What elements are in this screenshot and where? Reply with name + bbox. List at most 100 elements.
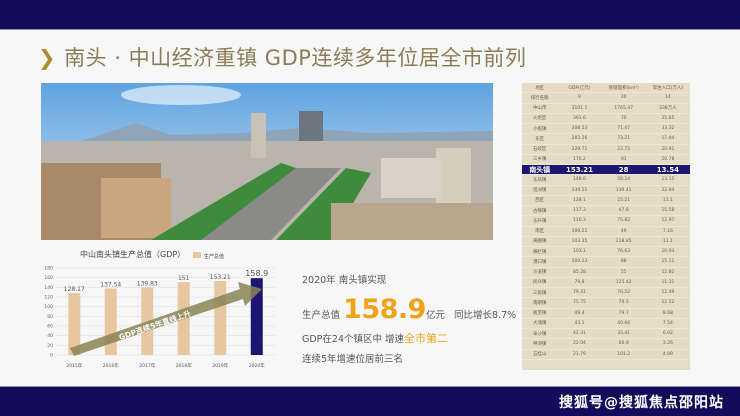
table-cell: 8.68 [662, 310, 673, 316]
table-cell: 128.1 [573, 197, 586, 203]
bottom-banner [0, 386, 740, 416]
table-cell: 75.75 [573, 300, 586, 306]
table-cell: 103.35 [571, 238, 588, 244]
gdp-bar-chart: 中山南头镇生产总值（GDP） 生产总值 0 20 40 60 80 100 120 140 160 1… [44, 249, 275, 369]
table-cell: 153.21 [565, 165, 593, 174]
table-cell: 100.23 [571, 259, 588, 265]
table-cell: 3.26 [662, 341, 673, 347]
top-banner [0, 0, 740, 30]
table-row: 神湾镇 22.04 60.9 3.26 [522, 339, 690, 350]
table-cell: 125.42 [615, 279, 632, 285]
table-cell: 常住人口(万人) [652, 85, 684, 91]
bar-value-label: 128.17 [64, 286, 85, 293]
y-tick-label: 180 [44, 266, 53, 272]
bar-value-label: 151 [178, 275, 190, 282]
table-cell: 17.44 [661, 136, 675, 142]
table-cell: 阜沙镇 [532, 331, 547, 337]
table-row: 港口镇 100.23 88 15.11 [522, 257, 690, 268]
table-cell: 20.78 [661, 156, 675, 162]
table-cell: 109.22 [571, 228, 588, 234]
table-cell: 11.31 [661, 279, 675, 285]
y-tick-label: 140 [44, 285, 53, 291]
table-cell: 10.93 [661, 249, 675, 255]
table-row: 南朗镇 75.75 70.5 12.52 [522, 298, 690, 309]
table-cell: 1765.47 [614, 105, 633, 111]
table-cell: 11.1 [662, 197, 673, 203]
table-cell: GDP(亿元) [568, 85, 591, 91]
table-cell: 南朗镇 [532, 300, 547, 306]
table-cell: 三乡镇 [532, 157, 547, 163]
table-cell: 沙溪镇 [532, 270, 547, 276]
bar-value-label: 137.54 [100, 282, 121, 289]
table-cell: 西区 [535, 198, 545, 204]
table-row: 东升镇 116.3 75.82 12.97 [522, 216, 690, 227]
y-tick-label: 40 [47, 333, 53, 339]
rank-prefix: GDP在24个镇区中 增速 [302, 334, 405, 345]
gdp-value: 158.9 [343, 294, 426, 325]
stats-year: 2020年 南头镇实现 [302, 275, 387, 286]
table-cell: 43.1 [574, 320, 585, 326]
table-cell: 116.3 [573, 218, 586, 224]
table-cell: 中山市 [532, 106, 547, 112]
table-cell: 横栏镇 [532, 249, 547, 255]
table-cell: 石岐区 [532, 147, 547, 153]
y-tick-label: 60 [47, 324, 53, 330]
table-row: 阜沙镇 42.31 35.41 6.02 [522, 329, 690, 340]
table-cell: 42.31 [573, 331, 586, 337]
table-cell: 40.66 [617, 320, 631, 326]
table-cell: 大涌镇 [532, 321, 547, 327]
table-cell: 15.11 [661, 259, 675, 265]
table-cell: 229.71 [571, 146, 588, 152]
table-row: 东区 283.26 73.21 17.44 [522, 134, 690, 145]
table-cell: 70.5 [618, 300, 629, 306]
table-cell: 3101.1 [571, 105, 588, 111]
y-tick-label: 160 [44, 275, 53, 281]
gdp-prefix: 生产总值 [302, 310, 341, 321]
table-cell: 排行名额 [530, 95, 549, 101]
table-cell: 12.97 [661, 218, 675, 224]
table-cell: 60.9 [618, 341, 629, 347]
table-cell: 70.52 [617, 290, 631, 296]
page-title: ❯ 南头 · 中山经济重镇 GDP连续多年位居全市前列 [38, 42, 526, 72]
table-cell: 13.54 [656, 165, 679, 174]
table-cell: 101.2 [617, 351, 631, 357]
table-cell: 28 [618, 165, 629, 174]
table-cell: 70 [620, 115, 627, 121]
city-photo [41, 83, 493, 240]
table-row: 小榄镇 308.53 71.47 33.32 [522, 124, 690, 135]
x-tick-label: 2015年 [66, 362, 82, 369]
table-cell: 坦洲镇 [532, 188, 547, 194]
stats-panel: 2020年 南头镇实现 生产总值 158.9亿元 同比增长8.7% GDP在24… [302, 272, 516, 370]
table-cell: 20.91 [661, 146, 675, 152]
gdp-growth: 同比增长8.7% [454, 310, 517, 321]
table-cell: 49.4 [574, 310, 585, 316]
table-row: 中山市 3101.1 1765.47 338万人 [522, 104, 690, 114]
table-cell: 139.51 [571, 187, 588, 193]
table-cell: 218.85 [615, 238, 632, 244]
table-cell: 小榄镇 [532, 126, 547, 132]
y-tick-label: 100 [44, 304, 53, 310]
table-cell: 93 [620, 156, 627, 162]
table-cell: 79.8 [574, 279, 585, 285]
y-tick-label: 120 [44, 295, 53, 301]
table-cell: 33.32 [661, 126, 675, 132]
table-cell: 神湾镇 [532, 341, 547, 347]
table-cell: 12.82 [661, 269, 675, 275]
table-cell: 9 [578, 95, 581, 101]
table-cell: 东区 [535, 136, 545, 142]
table-row: 三乡镇 170.2 93 20.78 [522, 155, 690, 165]
table-cell: 22.04 [573, 341, 586, 347]
table-cell: 308.53 [571, 126, 588, 132]
table-row: 五桂山 21.79 101.2 4.89 [522, 350, 690, 360]
table-row: 三角镇 79.41 70.52 12.49 [522, 288, 690, 299]
table-cell: 148.6 [573, 177, 586, 183]
table-cell: 港口镇 [532, 259, 547, 265]
table-row: 火炬区 391.6 70 25.65 [522, 114, 690, 124]
table-cell: 12.52 [661, 300, 675, 306]
legend-swatch [193, 252, 201, 258]
title-text: 南头 · 中山经济重镇 GDP连续多年位居全市前列 [64, 46, 527, 70]
x-tick-label: 2019年 [212, 362, 228, 369]
table-cell: 4.89 [662, 351, 673, 357]
table-cell: 7.54 [662, 320, 673, 326]
table-cell: 民众镇 [532, 280, 547, 286]
